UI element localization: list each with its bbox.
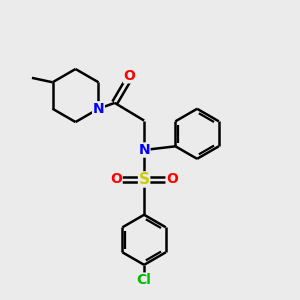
Text: N: N — [138, 143, 150, 157]
Text: Cl: Cl — [137, 273, 152, 287]
Text: O: O — [166, 172, 178, 186]
Text: O: O — [124, 69, 135, 83]
Text: S: S — [139, 172, 150, 187]
Text: N: N — [93, 102, 104, 116]
Text: O: O — [110, 172, 122, 186]
